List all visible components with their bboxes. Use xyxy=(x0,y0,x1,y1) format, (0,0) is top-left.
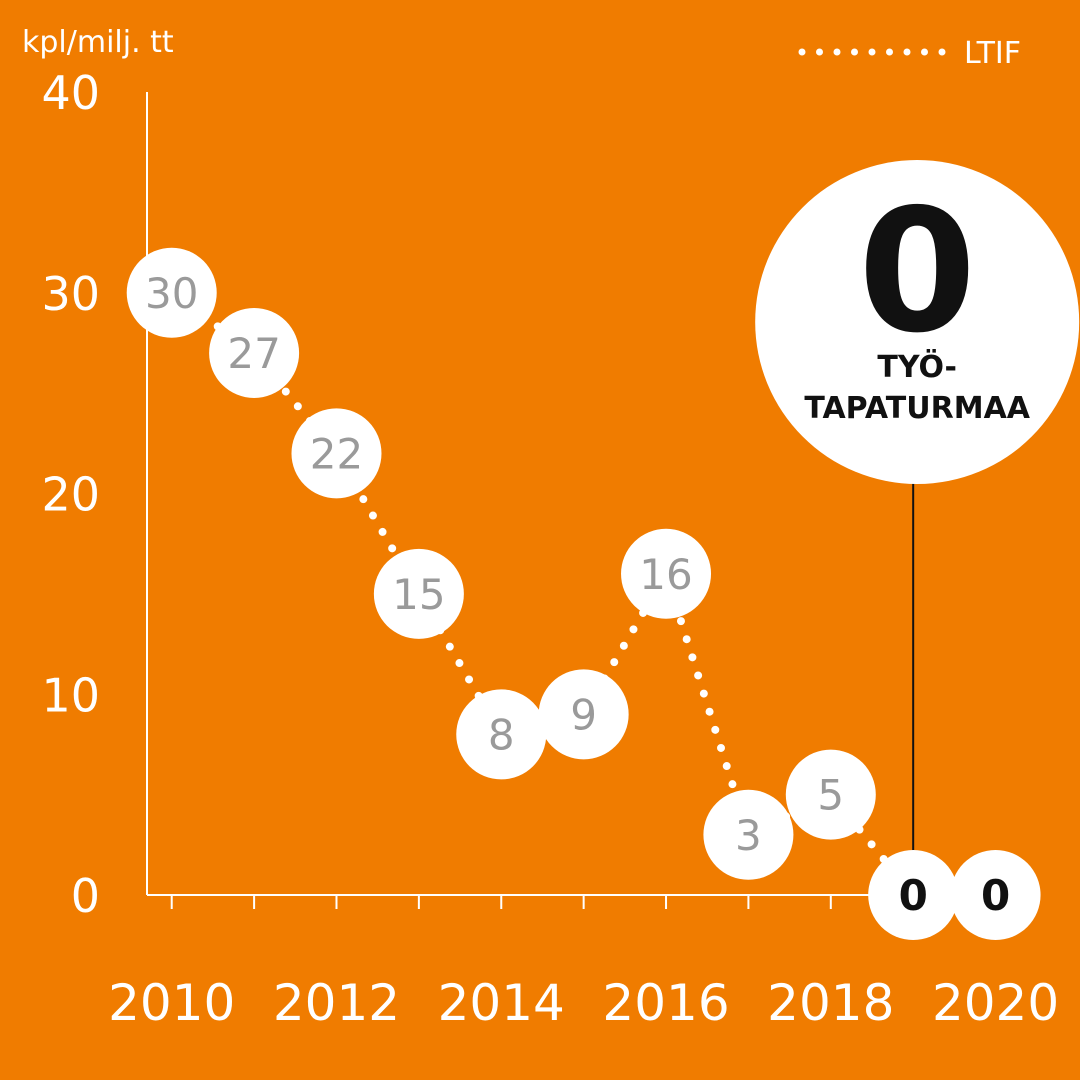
x-tick-label: 2012 xyxy=(273,974,400,1032)
data-point-bubble xyxy=(291,408,382,499)
x-tick-label: 2010 xyxy=(108,974,235,1032)
x-tick-label: 2018 xyxy=(767,974,894,1032)
data-point-2017: 3 xyxy=(703,789,794,880)
data-label: 5 xyxy=(817,771,844,820)
data-label: 9 xyxy=(570,690,597,739)
data-point-bubble xyxy=(373,548,464,639)
callout-text-line2: TAPATURMAA xyxy=(804,391,1030,426)
data-point-bubble xyxy=(703,789,794,880)
data-point-2016: 16 xyxy=(621,528,712,619)
data-label: 3 xyxy=(735,811,762,860)
data-point-bubble xyxy=(868,850,959,940)
y-tick-label: 40 xyxy=(41,66,100,120)
x-tick-label: 2014 xyxy=(438,974,565,1032)
data-point-2015: 9 xyxy=(538,669,629,760)
data-point-2012: 22 xyxy=(291,408,382,499)
y-tick-label: 0 xyxy=(71,869,100,923)
data-point-bubble xyxy=(785,749,876,840)
data-point-2019: 0 xyxy=(868,850,959,940)
y-tick-label: 20 xyxy=(41,468,100,522)
callout-text-line1: TYÖ- xyxy=(877,348,957,385)
data-point-2018: 5 xyxy=(785,749,876,840)
data-label: 0 xyxy=(981,871,1010,920)
data-point-2013: 15 xyxy=(373,548,464,639)
x-axis-ticks: 2010 2012 2014 2016 2018 2020 xyxy=(108,895,1059,1032)
x-tick-label: 2016 xyxy=(602,974,729,1032)
data-label: 0 xyxy=(899,871,928,920)
axes xyxy=(146,92,905,896)
data-point-2014: 8 xyxy=(456,689,547,780)
legend-label-ltif: LTIF xyxy=(964,36,1021,71)
data-points: 30 27 22 15 8 9 16 3 5 0 0 xyxy=(126,247,1041,940)
data-label: 8 xyxy=(488,710,515,759)
data-point-bubble xyxy=(538,669,629,760)
legend: LTIF xyxy=(798,36,1021,71)
data-point-2020: 0 xyxy=(950,850,1041,940)
data-point-2010: 30 xyxy=(126,247,217,338)
y-axis-unit-label: kpl/milj. tt xyxy=(22,25,174,60)
data-point-bubble xyxy=(126,247,217,338)
data-point-bubble xyxy=(456,689,547,780)
y-tick-label: 30 xyxy=(41,267,100,321)
callout-circle xyxy=(755,160,1080,484)
data-label: 27 xyxy=(227,329,280,378)
data-point-bubble xyxy=(209,307,300,398)
data-label: 15 xyxy=(392,570,445,619)
data-label: 16 xyxy=(639,550,692,599)
data-label: 30 xyxy=(145,269,198,318)
data-label: 22 xyxy=(310,429,363,478)
data-point-bubble xyxy=(621,528,712,619)
data-point-2011: 27 xyxy=(209,307,300,398)
data-point-bubble xyxy=(950,850,1041,940)
y-tick-label: 10 xyxy=(41,668,100,722)
y-axis-ticks: 0 10 20 30 40 xyxy=(41,66,100,923)
x-tick-label: 2020 xyxy=(932,974,1059,1032)
callout-number: 0 xyxy=(858,173,976,371)
